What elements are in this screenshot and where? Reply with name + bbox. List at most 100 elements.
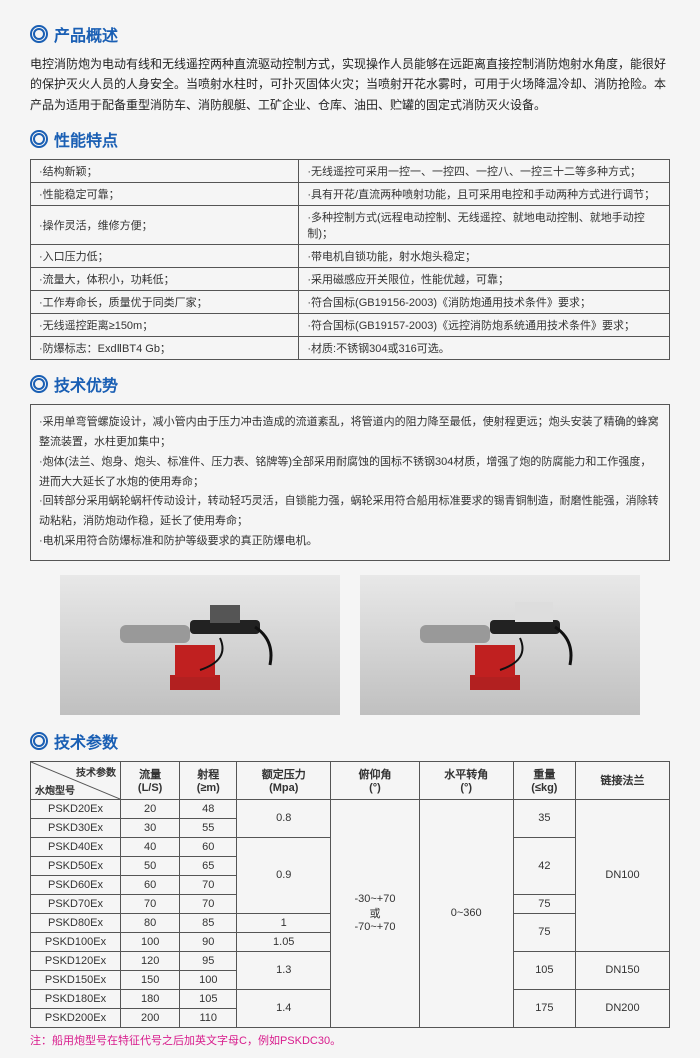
feature-cell: ·工作寿命长，质量优于同类厂家； [31, 291, 299, 314]
th-rotation: 水平转角(°) [419, 761, 513, 799]
th-flange: 链接法兰 [576, 761, 670, 799]
features-title: 性能特点 [54, 127, 118, 151]
feature-cell: ·防爆标志：ExdⅡBT4 Gb； [31, 337, 299, 360]
cell-pitch: -30~+70或-70~+70 [331, 799, 420, 1027]
th-weight: 重量(≤kg) [513, 761, 575, 799]
cell-pressure: 1.4 [237, 989, 331, 1027]
cell-flow: 200 [121, 1008, 180, 1027]
cell-flow: 100 [121, 932, 180, 951]
cell-flow: 50 [121, 856, 180, 875]
cell-model: PSKD50Ex [31, 856, 121, 875]
cell-model: PSKD80Ex [31, 913, 121, 932]
feature-row: ·性能稳定可靠；·具有开花/直流两种喷射功能，且可采用电控和手动两种方式进行调节… [31, 183, 670, 206]
th-flow: 流量(L/S) [121, 761, 180, 799]
product-images [30, 575, 670, 715]
cell-range: 95 [180, 951, 237, 970]
feature-row: ·结构新颖；·无线遥控可采用一控一、一控四、一控八、一控三十二等多种方式； [31, 160, 670, 183]
features-table: ·结构新颖；·无线遥控可采用一控一、一控四、一控八、一控三十二等多种方式；·性能… [30, 159, 670, 360]
feature-cell: ·带电机自锁功能，射水炮头稳定； [299, 245, 670, 268]
th-range: 射程(≥m) [180, 761, 237, 799]
cell-range: 110 [180, 1008, 237, 1027]
cell-flange: DN150 [576, 951, 670, 989]
feature-cell: ·操作灵活，维修方便； [31, 206, 299, 245]
feature-row: ·防爆标志：ExdⅡBT4 Gb；·材质:不锈钢304或316可选。 [31, 337, 670, 360]
cell-flow: 150 [121, 970, 180, 989]
feature-cell: ·符合国标(GB19157-2003)《远控消防炮系统通用技术条件》要求； [299, 314, 670, 337]
advantages-title: 技术优势 [54, 372, 118, 396]
cell-flange: DN200 [576, 989, 670, 1027]
feature-cell: ·具有开花/直流两种喷射功能，且可采用电控和手动两种方式进行调节； [299, 183, 670, 206]
advantage-line: ·回转部分采用蜗轮蜗杆传动设计，转动轻巧灵活，自锁能力强，蜗轮采用符合船用标准要… [39, 492, 661, 532]
section-icon [30, 130, 48, 148]
advantage-line: ·电机采用符合防爆标准和防护等级要求的真正防爆电机。 [39, 532, 661, 552]
cell-weight: 42 [513, 837, 575, 894]
cell-weight: 105 [513, 951, 575, 989]
cell-weight: 75 [513, 913, 575, 951]
feature-row: ·入口压力低；·带电机自锁功能，射水炮头稳定； [31, 245, 670, 268]
cell-flange: DN100 [576, 799, 670, 951]
cell-range: 55 [180, 818, 237, 837]
cell-model: PSKD100Ex [31, 932, 121, 951]
cell-flow: 60 [121, 875, 180, 894]
feature-cell: ·采用磁感应开关限位，性能优越，可靠； [299, 268, 670, 291]
section-icon [30, 25, 48, 43]
feature-row: ·工作寿命长，质量优于同类厂家；·符合国标(GB19156-2003)《消防炮通… [31, 291, 670, 314]
section-icon [30, 732, 48, 750]
overview-title: 产品概述 [54, 22, 118, 46]
cell-range: 85 [180, 913, 237, 932]
cell-range: 60 [180, 837, 237, 856]
advantage-line: ·采用单弯管螺旋设计，减小管内由于压力冲击造成的流道紊乱，将管道内的阻力降至最低… [39, 413, 661, 453]
cell-pressure: 1.3 [237, 951, 331, 989]
cell-model: PSKD60Ex [31, 875, 121, 894]
advantages-header: 技术优势 [30, 372, 670, 396]
specs-header: 技术参数 [30, 729, 670, 753]
cell-model: PSKD70Ex [31, 894, 121, 913]
feature-cell: ·多种控制方式(远程电动控制、无线遥控、就地电动控制、就地手动控制)； [299, 206, 670, 245]
cell-model: PSKD30Ex [31, 818, 121, 837]
feature-cell: ·流量大，体积小，功耗低； [31, 268, 299, 291]
feature-row: ·操作灵活，维修方便；·多种控制方式(远程电动控制、无线遥控、就地电动控制、就地… [31, 206, 670, 245]
spec-row: PSKD20Ex20480.8-30~+70或-70~+700~36035DN1… [31, 799, 670, 818]
th-pressure: 额定压力(Mpa) [237, 761, 331, 799]
cell-range: 90 [180, 932, 237, 951]
cell-flow: 20 [121, 799, 180, 818]
overview-text: 电控消防炮为电动有线和无线遥控两种直流驱动控制方式，实现操作人员能够在远距离直接… [30, 54, 670, 115]
diag-bottom: 水炮型号 [35, 782, 75, 797]
specs-table: 技术参数 水炮型号 流量(L/S) 射程(≥m) 额定压力(Mpa) 俯仰角(°… [30, 761, 670, 1028]
cell-model: PSKD40Ex [31, 837, 121, 856]
cell-rotation: 0~360 [419, 799, 513, 1027]
cell-weight: 35 [513, 799, 575, 837]
cell-range: 105 [180, 989, 237, 1008]
cell-pressure: 0.9 [237, 837, 331, 913]
feature-row: ·流量大，体积小，功耗低；·采用磁感应开关限位，性能优越，可靠； [31, 268, 670, 291]
feature-cell: ·入口压力低； [31, 245, 299, 268]
section-icon [30, 375, 48, 393]
cell-weight: 175 [513, 989, 575, 1027]
cell-range: 65 [180, 856, 237, 875]
feature-cell: ·无线遥控可采用一控一、一控四、一控八、一控三十二等多种方式； [299, 160, 670, 183]
product-image-2 [360, 575, 640, 715]
cell-flow: 70 [121, 894, 180, 913]
cell-model: PSKD150Ex [31, 970, 121, 989]
cell-pressure: 0.8 [237, 799, 331, 837]
cell-flow: 180 [121, 989, 180, 1008]
diag-top: 技术参数 [76, 764, 116, 779]
feature-cell: ·结构新颖； [31, 160, 299, 183]
cell-range: 70 [180, 875, 237, 894]
advantages-box: ·采用单弯管螺旋设计，减小管内由于压力冲击造成的流道紊乱，将管道内的阻力降至最低… [30, 404, 670, 561]
cell-flow: 120 [121, 951, 180, 970]
cell-pressure: 1 [237, 913, 331, 932]
feature-row: ·无线遥控距离≥150m；·符合国标(GB19157-2003)《远控消防炮系统… [31, 314, 670, 337]
cell-pressure: 1.05 [237, 932, 331, 951]
feature-cell: ·材质:不锈钢304或316可选。 [299, 337, 670, 360]
cell-weight: 75 [513, 894, 575, 913]
cell-range: 70 [180, 894, 237, 913]
advantage-line: ·炮体(法兰、炮身、炮头、标准件、压力表、铭牌等)全部采用耐腐蚀的国标不锈钢30… [39, 453, 661, 493]
specs-title: 技术参数 [54, 729, 118, 753]
th-pitch: 俯仰角(°) [331, 761, 420, 799]
cell-flow: 80 [121, 913, 180, 932]
cell-model: PSKD20Ex [31, 799, 121, 818]
features-header: 性能特点 [30, 127, 670, 151]
cell-flow: 40 [121, 837, 180, 856]
feature-cell: ·符合国标(GB19156-2003)《消防炮通用技术条件》要求； [299, 291, 670, 314]
